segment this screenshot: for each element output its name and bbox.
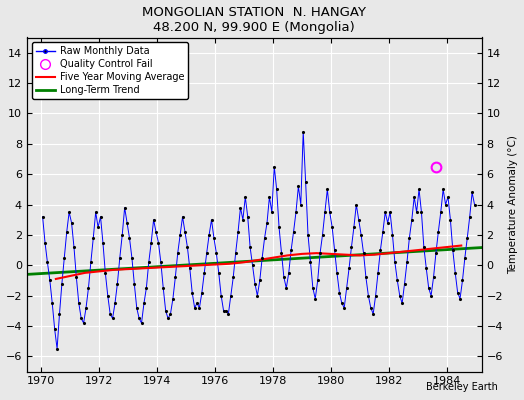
Y-axis label: Temperature Anomaly (°C): Temperature Anomaly (°C) bbox=[508, 135, 518, 274]
Text: Berkeley Earth: Berkeley Earth bbox=[426, 382, 498, 392]
Title: MONGOLIAN STATION  N. HANGAY
48.200 N, 99.900 E (Mongolia): MONGOLIAN STATION N. HANGAY 48.200 N, 99… bbox=[142, 6, 366, 34]
Legend: Raw Monthly Data, Quality Control Fail, Five Year Moving Average, Long-Term Tren: Raw Monthly Data, Quality Control Fail, … bbox=[32, 42, 188, 99]
